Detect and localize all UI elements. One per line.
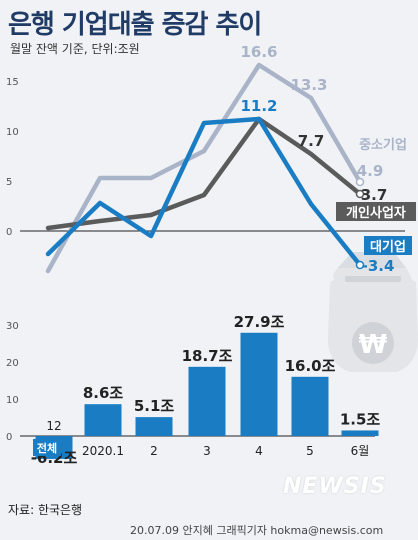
chart-subtitle: 월말 잔액 기준, 단위:조원 [10, 42, 140, 56]
line-data-label: 13.3 [290, 76, 327, 94]
money-bag-won-icon: ₩ [328, 252, 418, 372]
bar-category-label: 2020.1 [82, 444, 124, 458]
legend-tag-sme: 중소기업 [359, 138, 407, 153]
series-end-marker [355, 260, 365, 270]
bar-category-label: 3 [203, 444, 211, 458]
bar-category-label: 4 [255, 444, 263, 458]
bar-value-label: 1.5조 [340, 410, 381, 428]
line-y-tick-label: 5 [6, 177, 12, 188]
bar-y-tick-label: 10 [6, 395, 19, 406]
bar-category-label: 6월 [351, 444, 370, 458]
line-data-label: 16.6 [240, 43, 277, 61]
bar-3 [188, 366, 226, 436]
bar-2 [135, 417, 173, 436]
series-end-marker [355, 177, 365, 187]
bar-value-label: 16.0조 [285, 357, 336, 375]
bar-6 [341, 430, 379, 436]
line-data-label: 3.7 [361, 186, 388, 204]
legend-tag-individual: 개인사업자 [346, 205, 406, 221]
bar-value-label: 27.9조 [234, 313, 285, 331]
chart-title: 은행 기업대출 증감 추이 [8, 10, 262, 40]
bar-series-tag: 전체 [37, 441, 57, 455]
bar-5 [291, 376, 329, 436]
bar-y-tick-label: 20 [6, 358, 19, 369]
bar-value-label: 8.6조 [83, 384, 124, 402]
bar-value-label: 18.7조 [182, 347, 233, 365]
series-line-individual [45, 116, 363, 231]
line-y-tick-label: 15 [6, 77, 19, 88]
photo-credit: 20.07.09 안지혜 그래픽기자 hokma@newsis.com [130, 524, 384, 537]
legend-tag-large-bg [364, 236, 412, 255]
svg-text:₩: ₩ [359, 330, 388, 360]
line-data-label: 4.9 [357, 162, 384, 180]
line-data-label: 7.7 [298, 132, 325, 150]
bar-y-tick-label: 0 [6, 432, 12, 443]
bar-value-label: 5.1조 [134, 397, 175, 415]
bar-category-label: 5 [306, 444, 314, 458]
line-data-label: 11.2 [240, 97, 277, 115]
legend-tag-individual-bg [336, 202, 416, 221]
source-note: 자료: 한국은행 [8, 503, 83, 517]
bar-4 [240, 332, 278, 436]
legend-tag-large: 대기업 [370, 240, 406, 255]
series-line-sme [45, 62, 363, 274]
series-line-large [45, 116, 363, 268]
bar-1 [84, 404, 122, 436]
bar-series-tag-bg [33, 439, 61, 456]
bar-y-tick-label: 30 [6, 321, 19, 332]
line-y-tick-label: 10 [6, 127, 19, 138]
line-data-label: -3.4 [362, 257, 395, 275]
bar-category-label: 2 [150, 444, 158, 458]
line-y-tick-label: 0 [6, 227, 12, 238]
watermark-logo: NEWSIS [283, 474, 387, 499]
series-end-marker [355, 189, 365, 199]
bar-category-label: 12 [46, 419, 61, 433]
